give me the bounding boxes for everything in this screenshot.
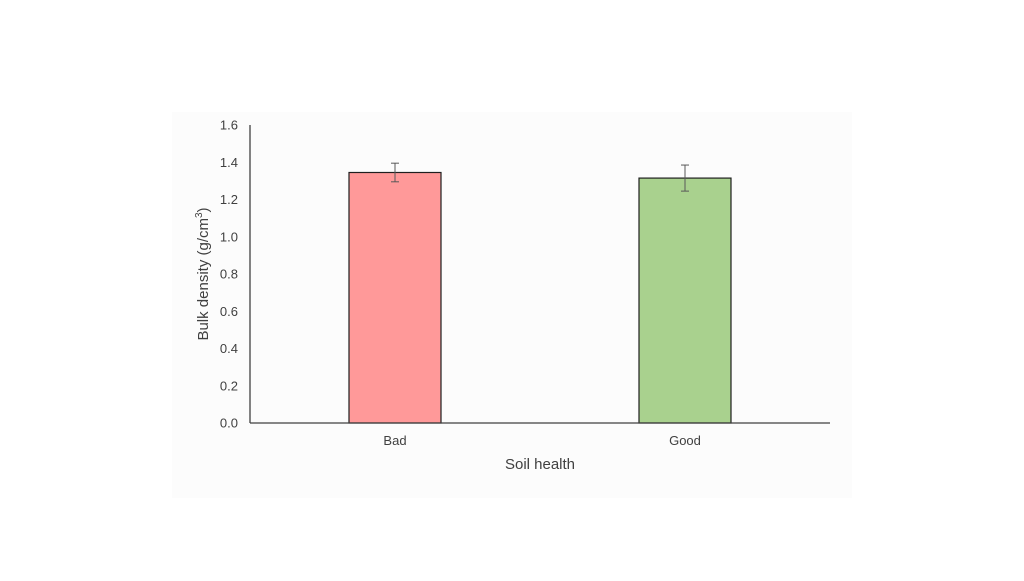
y-tick-label: 0.8 <box>220 267 238 282</box>
bar-bad <box>348 171 442 424</box>
y-axis-title-tail: ) <box>195 207 212 212</box>
y-axis-title-main: Bulk density (g/cm <box>195 218 212 341</box>
x-tick-labels: Bad Good <box>383 433 700 448</box>
error-bars-layer <box>391 162 689 192</box>
y-tick-labels: 0.0 0.2 0.4 0.6 0.8 1.0 1.2 1.4 1.6 <box>220 118 238 431</box>
y-axis-title: Bulk density (g/cm3) <box>194 207 212 340</box>
y-tick-label: 1.6 <box>220 118 238 133</box>
x-tick-label-bad: Bad <box>383 433 406 448</box>
x-tick-label-good: Good <box>669 433 701 448</box>
y-tick-label: 1.2 <box>220 192 238 207</box>
y-tick-label: 0.2 <box>220 378 238 393</box>
x-axis-title: Soil health <box>505 456 575 473</box>
plot-area-background <box>172 112 852 498</box>
y-tick-label: 1.0 <box>220 229 238 244</box>
bars-layer <box>348 171 732 424</box>
y-tick-label: 0.4 <box>220 341 238 356</box>
y-tick-label: 0.0 <box>220 416 238 431</box>
y-axis-title-superscript: 3 <box>194 212 205 218</box>
y-tick-label: 1.4 <box>220 155 238 170</box>
bar-good <box>638 177 732 424</box>
y-tick-label: 0.6 <box>220 304 238 319</box>
